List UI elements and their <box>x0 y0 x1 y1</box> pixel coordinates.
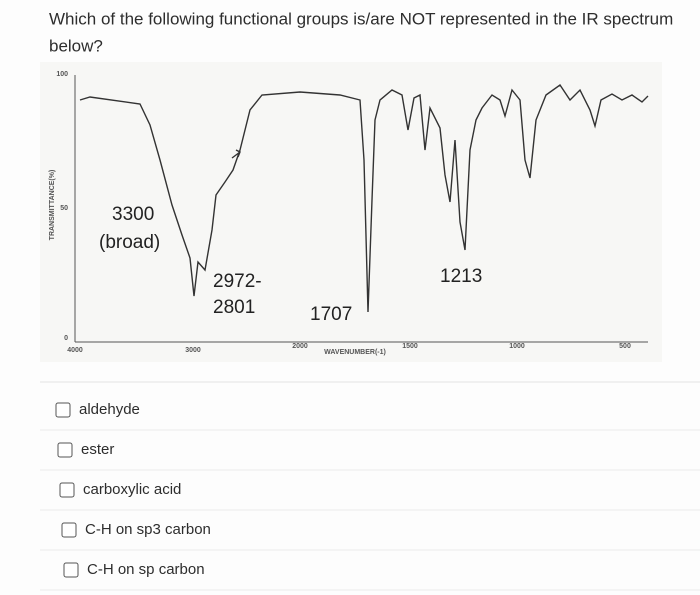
x-tick-label: 1500 <box>402 343 418 350</box>
x-tick-label: 3000 <box>185 347 201 354</box>
option-label[interactable]: ester <box>81 441 114 458</box>
option-label[interactable]: carboxylic acid <box>83 481 181 498</box>
x-axis-label: WAVENUMBER(-1) <box>324 349 386 356</box>
checkbox[interactable] <box>55 402 71 418</box>
checkbox[interactable] <box>57 442 73 458</box>
annotation: 2972- <box>213 271 262 292</box>
spectrum-curve <box>79 84 649 313</box>
annotation: 3300 <box>112 204 154 225</box>
option-label[interactable]: C-H on sp3 carbon <box>85 521 211 538</box>
question-line: Which of the following functional groups… <box>49 9 673 28</box>
y-axis-label: TRANSMITTANCE(%) <box>49 170 56 241</box>
annotation: (broad) <box>99 232 160 253</box>
y-tick-label: 50 <box>60 205 68 212</box>
x-tick-label: 1000 <box>509 343 525 350</box>
y-tick-label: 0 <box>64 335 68 342</box>
option-label[interactable]: C-H on sp carbon <box>87 561 205 578</box>
x-tick-label: 500 <box>619 343 631 350</box>
question-line: below? <box>49 36 103 55</box>
annotation: 2801 <box>213 297 255 318</box>
checkbox[interactable] <box>59 482 75 498</box>
checkbox[interactable] <box>63 562 79 578</box>
annotation: 1707 <box>310 304 352 325</box>
arrow <box>231 149 241 159</box>
option-label[interactable]: aldehyde <box>79 401 140 418</box>
annotation: 1213 <box>440 266 482 287</box>
checkbox[interactable] <box>61 522 77 538</box>
x-tick-label: 4000 <box>67 347 83 354</box>
ir-spectrum: 100 50 0 TRANSMITTANCE(%) 4000 3000 2000… <box>40 62 662 362</box>
y-tick-label: 100 <box>56 71 68 78</box>
x-tick-label: 2000 <box>292 343 308 350</box>
options: aldehyde ester carboxylic acid C-H on sp3 c… <box>40 381 700 591</box>
